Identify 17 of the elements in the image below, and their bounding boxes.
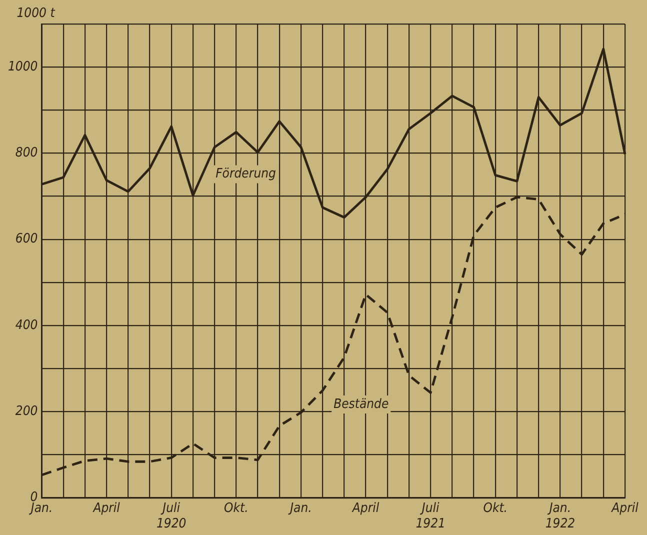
- x-tick-label: Okt.: [224, 500, 248, 516]
- x-tick-label: Okt.: [483, 500, 508, 516]
- x-tick-label: April: [92, 500, 121, 516]
- y-tick-label: 1000: [8, 59, 38, 74]
- y-tick-label: 800: [15, 146, 38, 161]
- x-tick-label: Juli 1920: [156, 500, 186, 532]
- x-tick-label: Jan. 1922: [545, 500, 576, 532]
- x-tick-label: April: [351, 500, 380, 516]
- y-tick-label: 600: [15, 232, 38, 247]
- series-label: Bestände: [334, 396, 389, 412]
- x-tick-label: Jan.: [288, 500, 312, 516]
- y-tick-label: 200: [15, 404, 38, 420]
- y-tick-label: 400: [15, 318, 38, 333]
- series-label: Förderung: [216, 166, 276, 182]
- x-tick-label: April: [610, 500, 640, 516]
- y-axis-title: 1000 t: [16, 6, 56, 21]
- x-tick-label: Juli 1921: [416, 500, 446, 532]
